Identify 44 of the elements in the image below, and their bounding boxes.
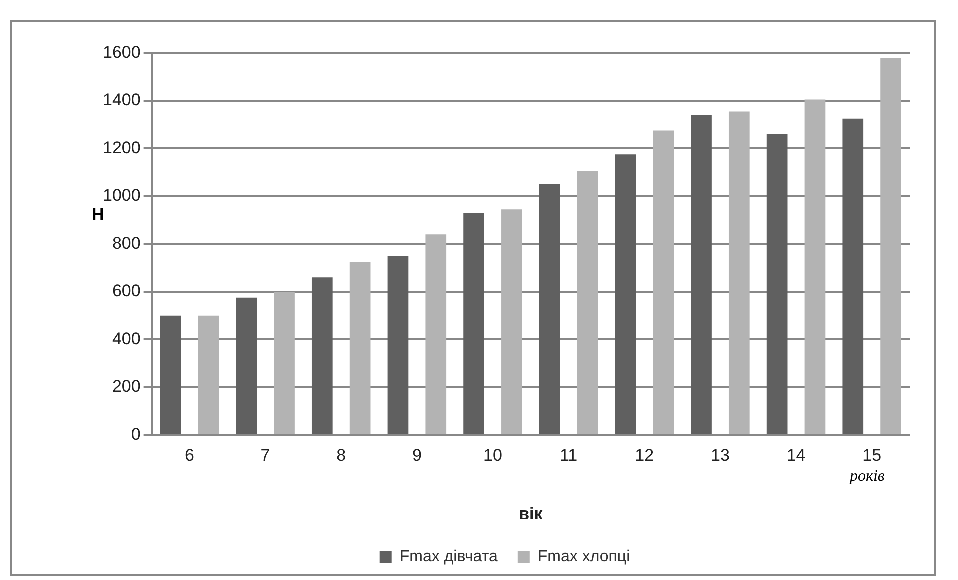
legend-label: Fmax дівчата <box>400 548 498 566</box>
x-tick-label: 14 <box>786 446 806 466</box>
bar <box>160 316 182 434</box>
bar <box>388 256 409 434</box>
bar <box>615 154 636 434</box>
bar <box>502 210 522 434</box>
x-tick-label: 8 <box>336 446 346 466</box>
y-tick-label: 800 <box>112 234 141 253</box>
bar <box>312 278 333 434</box>
x-tick-label: 9 <box>412 446 422 466</box>
y-tick-label: 200 <box>112 377 141 396</box>
bar <box>274 292 295 434</box>
bar <box>880 58 902 434</box>
text: років <box>850 468 885 486</box>
y-tick-label: 1000 <box>102 186 141 206</box>
legend-label: Fmax хлопці <box>538 548 630 566</box>
bar <box>653 130 674 434</box>
x-tick-label: 13 <box>710 446 730 466</box>
bar <box>539 184 560 434</box>
y-tick-label: 1600 <box>102 42 141 62</box>
bar <box>804 100 826 434</box>
y-axis-title: Н <box>92 205 104 225</box>
bar <box>198 316 220 434</box>
x-tick-label: 11 <box>560 446 578 466</box>
x-axis-title: вік <box>519 504 544 524</box>
x-tick-label: 12 <box>635 446 654 466</box>
x-tick-label: 7 <box>260 446 270 466</box>
bar <box>577 171 598 434</box>
bar <box>728 112 750 434</box>
bar <box>426 234 447 434</box>
bar <box>691 115 712 434</box>
y-tick-label: 400 <box>112 329 141 348</box>
y-tick-label: 1200 <box>102 138 141 158</box>
bar <box>236 298 258 434</box>
bar <box>842 118 864 434</box>
x-tick-label: 6 <box>184 446 194 466</box>
x-tick-label: 15 <box>862 446 882 466</box>
bar <box>464 213 484 434</box>
bar <box>350 262 371 434</box>
y-tick-label: 600 <box>112 282 141 301</box>
bar <box>766 134 788 434</box>
y-tick-label: 1400 <box>102 90 141 110</box>
x-tick-label: 10 <box>484 446 502 466</box>
y-tick-label: 0 <box>131 424 141 444</box>
